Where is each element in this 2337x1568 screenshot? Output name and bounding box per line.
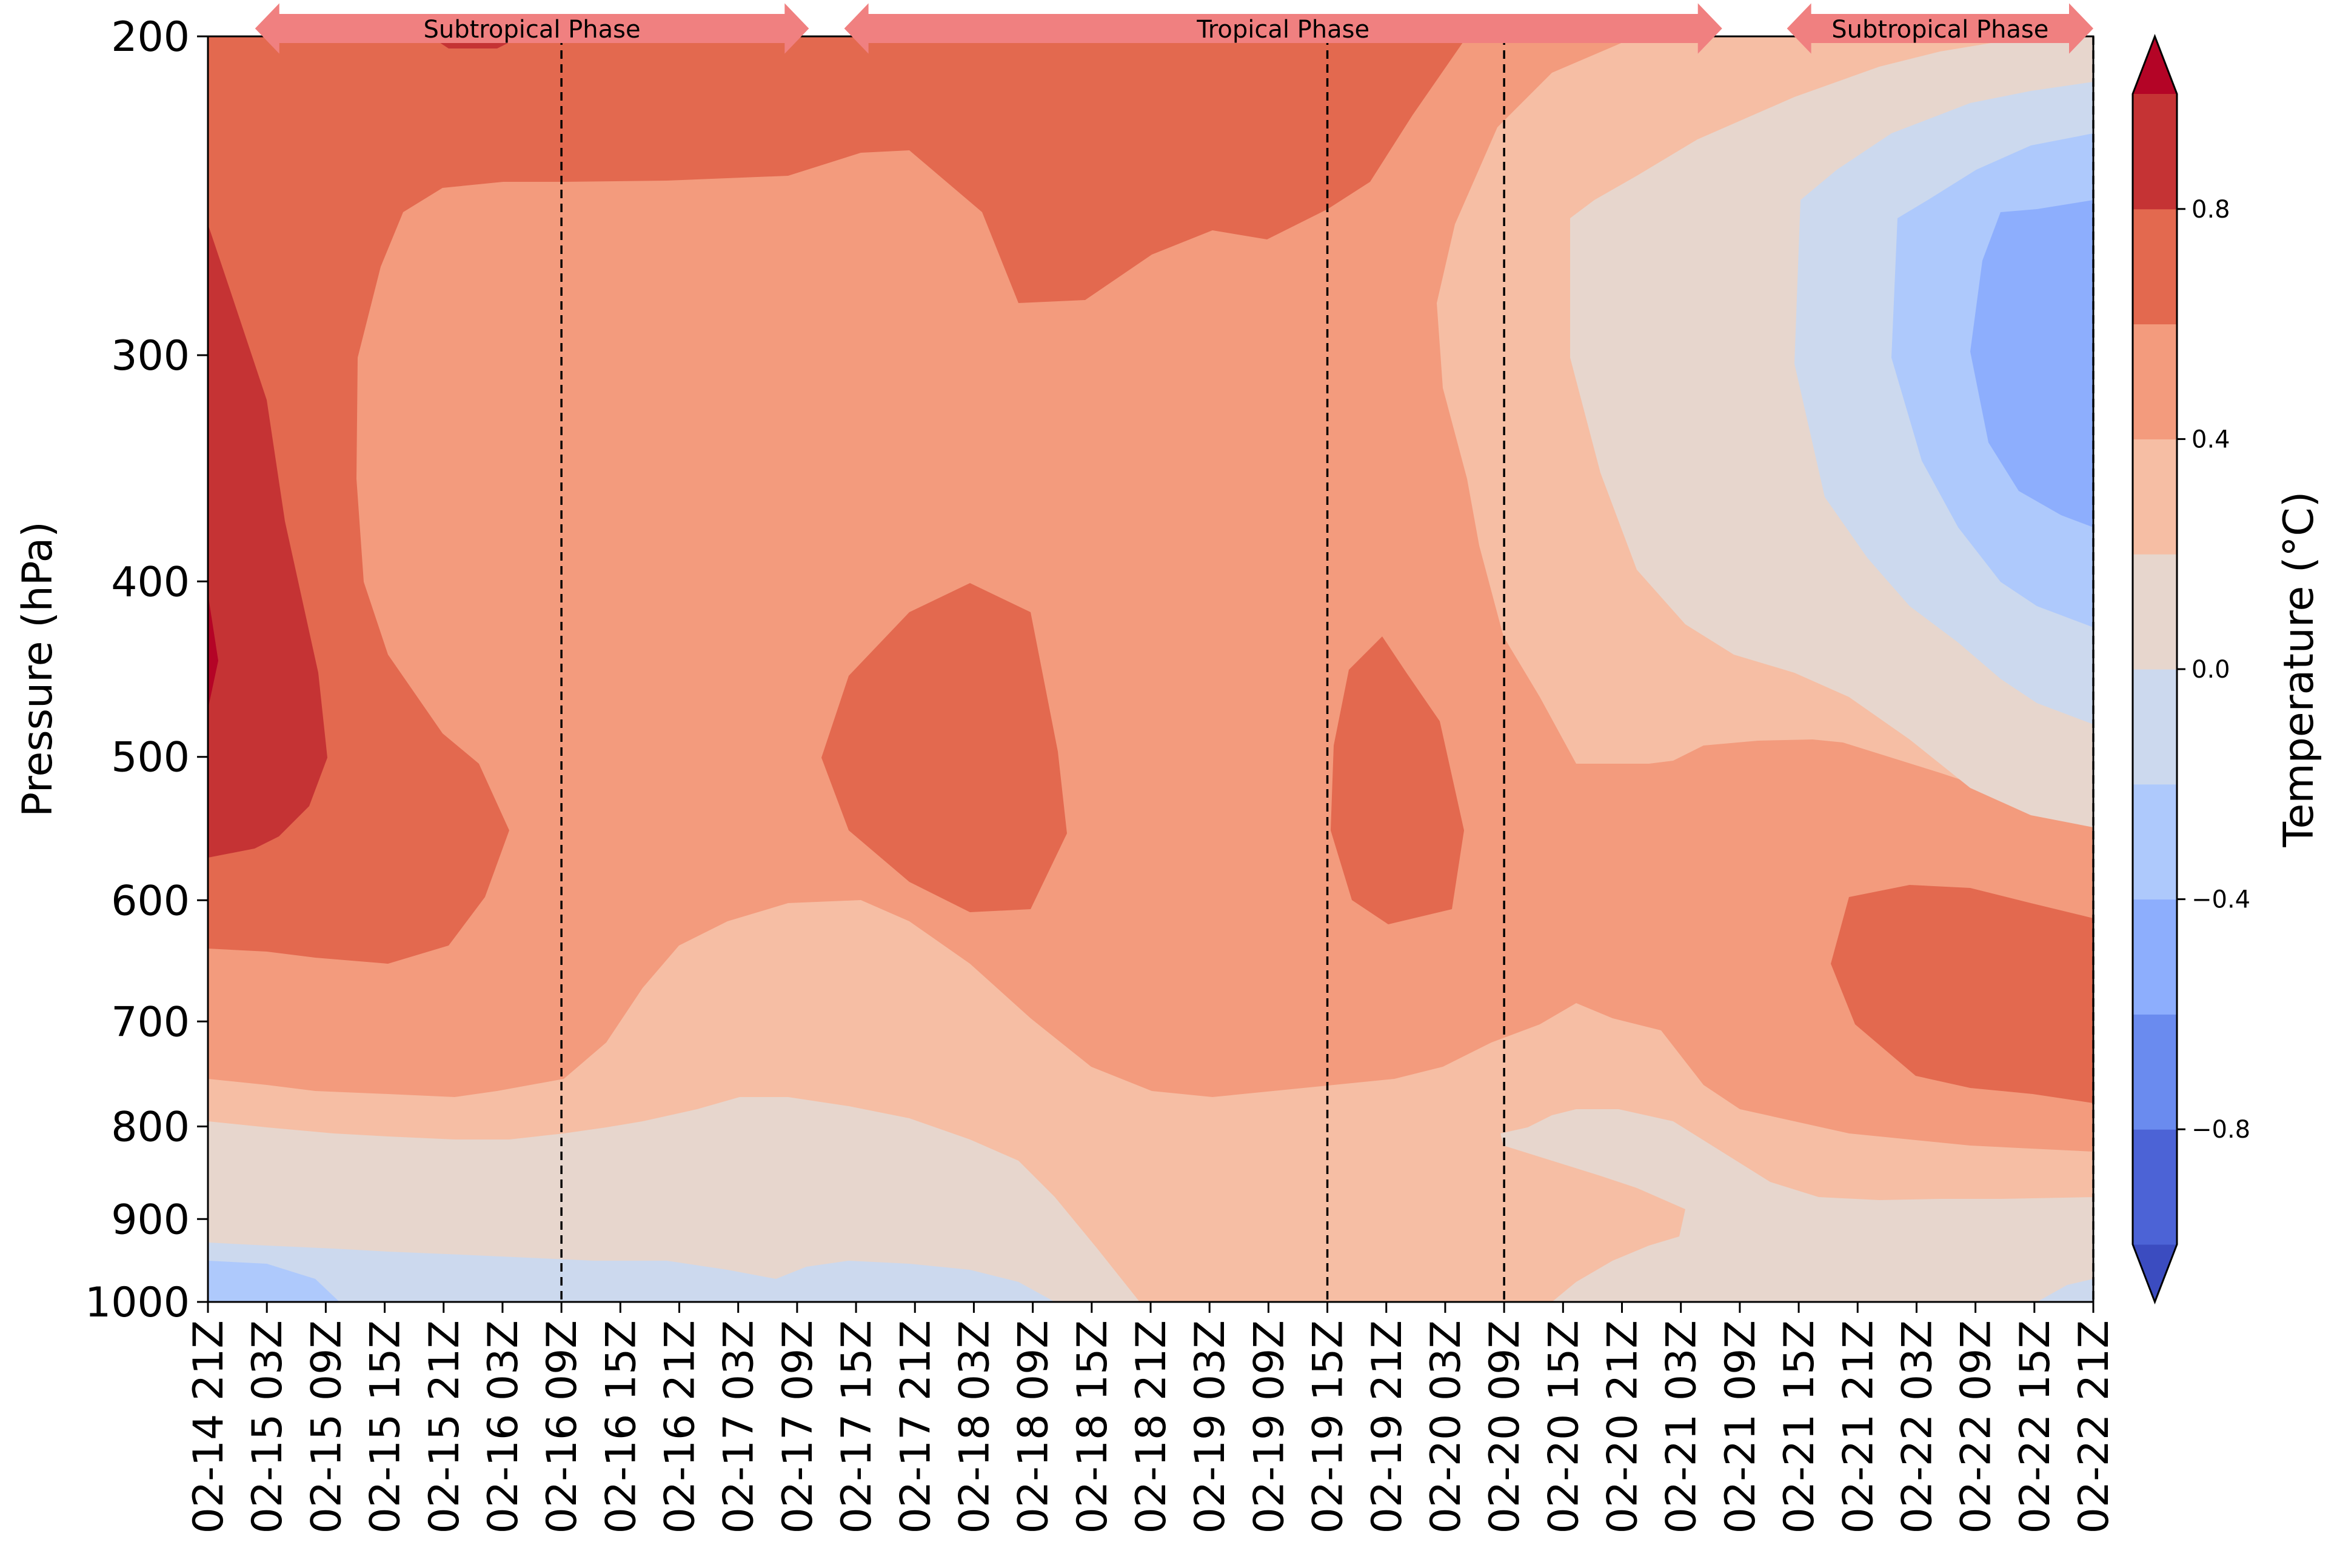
x-tick-label: 02-21 15Z — [1776, 1320, 1824, 1533]
contour-band-above-1.0 — [208, 594, 218, 709]
x-tick-label: 02-18 15Z — [1069, 1320, 1117, 1533]
contour-band-0.8-1.0-left — [208, 224, 327, 858]
x-tick-label: 02-16 21Z — [657, 1320, 704, 1533]
x-tick-label: 02-20 21Z — [1599, 1320, 1647, 1533]
x-tick-label: 02-20 15Z — [1540, 1320, 1588, 1533]
contour-band-0.6-0.8-mid-2 — [1331, 636, 1464, 924]
x-tick-label: 02-16 15Z — [597, 1320, 645, 1533]
colorbar-tick-label: −0.8 — [2192, 1116, 2250, 1144]
x-tick-label: 02-17 09Z — [774, 1320, 822, 1533]
contour-band-0.6-0.8-upper — [208, 36, 1467, 964]
x-tick-label: 02-14 21Z — [185, 1320, 233, 1533]
y-tick-label: 600 — [111, 877, 190, 925]
colorbar-label: Temperature (°C) — [2275, 492, 2323, 848]
colorbar-segment — [2133, 669, 2177, 785]
x-tick-label: 02-22 03Z — [1893, 1320, 1941, 1533]
phase-arrow — [255, 3, 809, 54]
colorbar-segment — [2133, 899, 2177, 1015]
colorbar-tick-label: −0.4 — [2192, 886, 2250, 914]
contour-band-neg0.4-neg0.2 — [208, 133, 2093, 1302]
phase-arrow — [844, 3, 1722, 54]
x-tick-label: 02-19 03Z — [1186, 1320, 1234, 1533]
colorbar-tick-label: 0.0 — [2192, 656, 2230, 684]
contour-band-0.6-0.8-mid-1 — [821, 583, 1067, 912]
colorbar-tick-label: 0.8 — [2192, 196, 2230, 224]
x-tick-label: 02-21 09Z — [1717, 1320, 1765, 1533]
x-tick-label: 02-18 03Z — [951, 1320, 998, 1533]
y-tick-label: 500 — [111, 734, 190, 782]
x-tick-label: 02-22 09Z — [1953, 1320, 2001, 1533]
colorbar-segment — [2133, 209, 2177, 325]
x-tick-label: 02-18 21Z — [1128, 1320, 1175, 1533]
contour-band-0.0-0.2 — [208, 36, 2093, 1302]
contour-band-0.6-0.8-lower-right — [1831, 885, 2093, 1103]
colorbar-segment — [2133, 784, 2177, 900]
y-tick-label: 900 — [111, 1196, 190, 1244]
x-tick-label: 02-18 09Z — [1010, 1320, 1058, 1533]
y-axis-label: Pressure (hPa) — [14, 521, 62, 817]
colorbar-extend-low — [2133, 1244, 2177, 1302]
x-tick-label: 02-15 09Z — [303, 1320, 350, 1533]
y-tick-label: 800 — [111, 1104, 190, 1152]
colorbar-segment — [2133, 554, 2177, 670]
phase-arrows: Subtropical Phase Tropical Phase Subtropic… — [255, 3, 2093, 54]
x-tick-label: 02-16 03Z — [480, 1320, 527, 1533]
contour-band-neg0.6-neg0.4 — [1970, 200, 2093, 527]
x-tick-label: 02-17 15Z — [833, 1320, 881, 1533]
y-tick-label: 1000 — [85, 1279, 190, 1327]
colorbar: −0.8 −0.4 0.0 0.4 0.8 — [2131, 33, 2250, 1305]
colorbar-extend-high — [2133, 36, 2177, 94]
temperature-contour-field — [208, 36, 2093, 1302]
y-tick-label: 300 — [111, 332, 190, 380]
x-tick-label: 02-20 03Z — [1422, 1320, 1470, 1533]
phase-label: Subtropical Phase — [1831, 16, 2048, 44]
colorbar-segment — [2133, 324, 2177, 439]
x-tick-label: 02-19 15Z — [1305, 1320, 1352, 1533]
colorbar-outline — [2131, 33, 2178, 1305]
phase-arrow — [1787, 3, 2093, 54]
colorbar-segment — [2133, 439, 2177, 555]
x-axis: 02-14 21Z 02-15 03Z 02-15 09Z 02-15 15Z 02-1… — [185, 1302, 2118, 1533]
x-tick-label: 02-22 21Z — [2070, 1320, 2118, 1533]
y-tick-label: 200 — [111, 13, 190, 61]
x-tick-label: 02-22 15Z — [2011, 1320, 2059, 1533]
x-tick-label: 02-17 21Z — [892, 1320, 940, 1533]
y-tick-label: 400 — [111, 558, 190, 606]
x-tick-label: 02-16 09Z — [538, 1320, 586, 1533]
x-tick-label: 02-21 21Z — [1834, 1320, 1882, 1533]
x-tick-label: 02-20 09Z — [1481, 1320, 1529, 1533]
phase-label: Tropical Phase — [1196, 16, 1369, 44]
y-axis: 200 300 400 500 600 700 800 900 1000 — [85, 13, 208, 1327]
x-tick-label: 02-17 03Z — [715, 1320, 763, 1533]
x-tick-label: 02-19 21Z — [1363, 1320, 1411, 1533]
colorbar-segment — [2133, 1129, 2177, 1245]
x-tick-label: 02-21 03Z — [1658, 1320, 1706, 1533]
x-tick-label: 02-19 09Z — [1245, 1320, 1293, 1533]
colorbar-tick-label: 0.4 — [2192, 425, 2230, 453]
x-tick-label: 02-15 15Z — [362, 1320, 410, 1533]
colorbar-segment — [2133, 1014, 2177, 1130]
colorbar-segment — [2133, 94, 2177, 210]
x-tick-label: 02-15 03Z — [244, 1320, 292, 1533]
x-tick-label: 02-15 21Z — [421, 1320, 469, 1533]
y-tick-label: 700 — [111, 998, 190, 1046]
contour-band-neg0.2-0.0 — [208, 82, 2093, 1302]
phase-label: Subtropical Phase — [423, 16, 640, 44]
